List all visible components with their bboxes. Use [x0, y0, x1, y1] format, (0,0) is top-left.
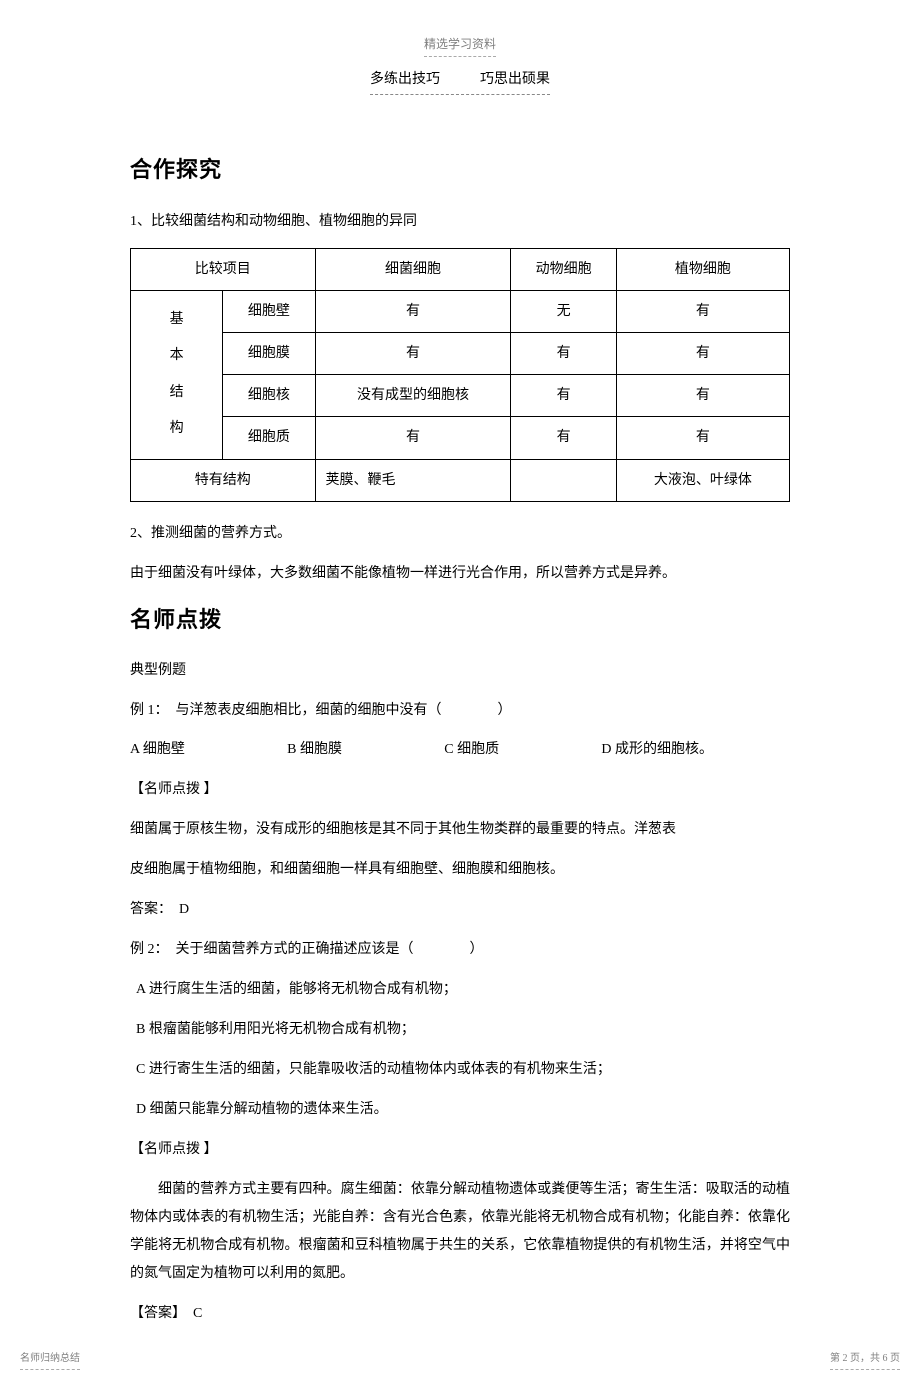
subtitle-left: 多练出技巧 [370, 72, 440, 87]
cell: 有 [315, 332, 511, 374]
section2-sub: 典型例题 [130, 657, 790, 685]
th-animal: 动物细胞 [511, 248, 616, 290]
footer: 名师归纳总结 第 2 页，共 6 页 [20, 1350, 900, 1370]
ex1-opt-c: C 细胞质 [444, 737, 601, 762]
cell [511, 459, 616, 501]
cell: 有 [616, 375, 789, 417]
ex2-tip: 细菌的营养方式主要有四种。腐生细菌：依靠分解动植物遗体或粪便等生活；寄生生活：吸… [130, 1176, 790, 1288]
ex1-opt-b: B 细胞膜 [287, 737, 444, 762]
ex2-opt-c: C 进行寄生生活的细菌，只能靠吸收活的动植物体内或体表的有机物来生活； [130, 1056, 790, 1084]
cell: 有 [616, 332, 789, 374]
ex2-opt-b: B 根瘤菌能够利用阳光将无机物合成有机物； [130, 1016, 790, 1044]
ex1-tip1: 细菌属于原核生物，没有成形的细胞核是其不同于其他生物类群的最重要的特点。洋葱表 [130, 816, 790, 844]
cell: 有 [616, 417, 789, 459]
ex2-opt-d: D 细菌只能靠分解动植物的遗体来生活。 [130, 1096, 790, 1124]
footer-right: 第 2 页，共 6 页 [830, 1350, 900, 1370]
ex1-opt-d: D 成形的细胞核。 [601, 737, 790, 762]
ex1-options: A 细胞壁 B 细胞膜 C 细胞质 D 成形的细胞核。 [130, 737, 790, 762]
cell: 有 [616, 290, 789, 332]
section1-title: 合作探究 [130, 150, 790, 190]
cell-label: 细胞核 [223, 375, 315, 417]
table-row: 细胞质 有 有 有 [131, 417, 790, 459]
table-row: 特有结构 荚膜、鞭毛 大液泡、叶绿体 [131, 459, 790, 501]
table-row: 细胞膜 有 有 有 [131, 332, 790, 374]
section2-title: 名师点拨 [130, 600, 790, 640]
th-plant: 植物细胞 [616, 248, 789, 290]
ex2-tip-label: 【名师点拨 】 [130, 1136, 790, 1164]
ex1-answer: 答案： D [130, 896, 790, 924]
cell: 荚膜、鞭毛 [315, 459, 511, 501]
table-row: 基本结构 细胞壁 有 无 有 [131, 290, 790, 332]
footer-left: 名师归纳总结 [20, 1350, 80, 1370]
ex1-tip2: 皮细胞属于植物细胞，和细菌细胞一样具有细胞壁、细胞膜和细胞核。 [130, 856, 790, 884]
cell-label: 特有结构 [131, 459, 316, 501]
ex1-tip-label: 【名师点拨 】 [130, 776, 790, 804]
th-compare: 比较项目 [131, 248, 316, 290]
ex2-answer: 【答案】 C [130, 1300, 790, 1328]
cell-label: 细胞壁 [223, 290, 315, 332]
cell: 有 [511, 332, 616, 374]
cell: 没有成型的细胞核 [315, 375, 511, 417]
table-row: 细胞核 没有成型的细胞核 有 有 [131, 375, 790, 417]
table-row: 比较项目 细菌细胞 动物细胞 植物细胞 [131, 248, 790, 290]
cell: 有 [511, 375, 616, 417]
ex1-question: 例 1： 与洋葱表皮细胞相比，细菌的细胞中没有（ ） [130, 697, 790, 725]
ex1-opt-a: A 细胞壁 [130, 737, 287, 762]
subtitle-wrap: 多练出技巧 巧思出硕果 [130, 65, 790, 95]
section1-p2: 由于细菌没有叶绿体，大多数细菌不能像植物一样进行光合作用，所以营养方式是异养。 [130, 560, 790, 588]
page-container: 精选学习资料 多练出技巧 巧思出硕果 合作探究 1、比较细菌结构和动物细胞、植物细… [0, 0, 920, 1380]
ex2-question: 例 2： 关于细菌营养方式的正确描述应该是（ ） [130, 936, 790, 964]
top-label-wrap: 精选学习资料 [130, 30, 790, 59]
subtitle-right: 巧思出硕果 [480, 72, 550, 87]
cell: 有 [315, 290, 511, 332]
cell: 大液泡、叶绿体 [616, 459, 789, 501]
section1-q2: 2、推测细菌的营养方式。 [130, 520, 790, 548]
rowspan-basic: 基本结构 [131, 290, 223, 459]
cell: 有 [315, 417, 511, 459]
cell: 有 [511, 417, 616, 459]
ex2-opt-a: A 进行腐生生活的细菌，能够将无机物合成有机物； [130, 976, 790, 1004]
cell-label: 细胞膜 [223, 332, 315, 374]
th-bacterial: 细菌细胞 [315, 248, 511, 290]
subtitle: 多练出技巧 巧思出硕果 [370, 67, 550, 95]
cell: 无 [511, 290, 616, 332]
comparison-table: 比较项目 细菌细胞 动物细胞 植物细胞 基本结构 细胞壁 有 无 有 细胞膜 有… [130, 248, 790, 502]
top-label: 精选学习资料 [424, 34, 496, 57]
cell-label: 细胞质 [223, 417, 315, 459]
section1-q1: 1、比较细菌结构和动物细胞、植物细胞的异同 [130, 208, 790, 236]
